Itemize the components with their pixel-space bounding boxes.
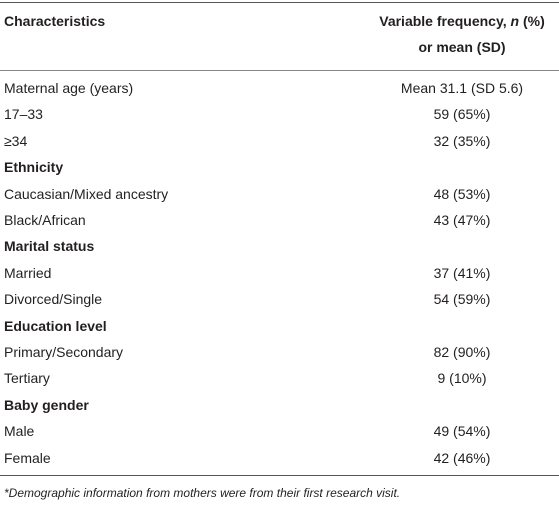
row-value: 49 (54%) [433,423,491,440]
row-label: Female [4,449,51,466]
row-value: 9 (10%) [437,370,487,387]
section-label: Baby gender [4,396,89,413]
row-value: 37 (41%) [433,264,491,281]
header-text: n [510,13,520,29]
row-value: 42 (46%) [433,449,491,466]
header-text: Variable frequency, [379,13,511,29]
row-value: 82 (90%) [433,344,491,360]
section-label: Education level [4,317,107,334]
row-label: Divorced/Single [4,291,103,308]
row-label: Caucasian/Mixed ancestry [4,185,169,202]
bottom-rule [0,475,559,476]
section-label: Marital status [4,238,95,255]
row-label: Male [4,423,35,440]
row-label: Tertiary [4,370,50,387]
row-value: 54 (59%) [433,291,491,308]
row-label: Primary/Secondary [4,344,124,360]
row-value: 48 (53%) [433,185,491,202]
top-rule [0,2,559,3]
header-cell: Characteristics [4,13,106,29]
row-value: 43 (47%) [433,212,491,228]
footnote: *Demographic information from mothers we… [4,486,401,500]
header-cell: or mean (SD) [418,39,506,55]
row-label: ≥34 [4,132,28,149]
row-label: Maternal age (years) [4,80,134,96]
header-cell: Variable frequency, n (%) [366,12,558,30]
row-label: Married [4,264,52,281]
header-rule [0,70,559,71]
row-value: 59 (65%) [433,106,491,123]
row-label: 17–33 [4,106,43,123]
header-text: (%) [519,13,545,29]
row-label: Black/African [4,212,86,228]
section-label: Ethnicity [4,159,64,176]
row-value: Mean 31.1 (SD 5.6) [400,80,524,96]
row-value: 32 (35%) [433,132,491,149]
